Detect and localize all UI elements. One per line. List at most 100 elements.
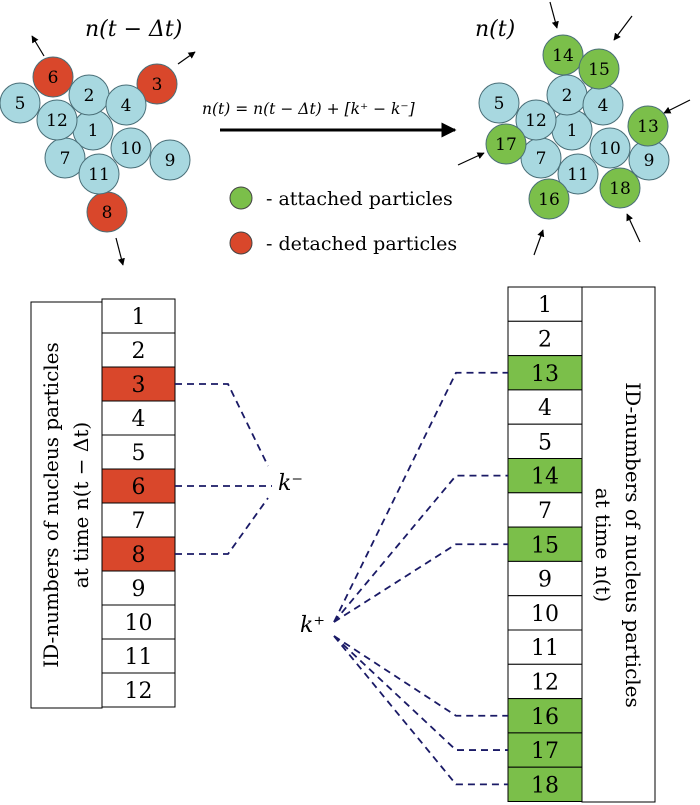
legend-detached-label: - detached particles bbox=[266, 233, 457, 255]
legend-detached-swatch bbox=[229, 231, 253, 255]
table-cell bbox=[507, 492, 583, 528]
right-table-row: 17 bbox=[507, 732, 583, 768]
left-cluster-title: n(t − Δt) bbox=[85, 17, 182, 42]
table-cell bbox=[101, 366, 176, 402]
left-particle: 2 bbox=[68, 74, 110, 116]
particle-id: 13 bbox=[637, 117, 659, 137]
particle-id: 18 bbox=[609, 179, 631, 199]
table-cell-id: 7 bbox=[538, 499, 552, 524]
left-table-row: 12 bbox=[101, 672, 176, 708]
left-particle: 6 bbox=[32, 56, 74, 98]
right-table-row: 14 bbox=[507, 458, 583, 494]
particle-id: 5 bbox=[494, 94, 505, 114]
k-minus-connectors bbox=[175, 383, 272, 555]
table-cell bbox=[101, 672, 176, 708]
particle-id: 4 bbox=[598, 96, 609, 116]
legend-attached-swatch bbox=[229, 186, 253, 210]
right-table-row: 10 bbox=[507, 595, 583, 631]
k-plus-label: k⁺ bbox=[300, 613, 325, 638]
left-table-row: 8 bbox=[101, 536, 176, 572]
attach-arrow bbox=[613, 15, 633, 41]
table-cell-id: 16 bbox=[531, 705, 559, 730]
right-particle: 16 bbox=[528, 178, 570, 220]
detach-arrow bbox=[31, 35, 45, 57]
right-particle: 15 bbox=[578, 48, 620, 90]
right-table-row: 11 bbox=[507, 629, 583, 665]
particle-id: 1 bbox=[567, 121, 578, 141]
particle-id: 12 bbox=[525, 111, 547, 131]
particle-id: 6 bbox=[48, 68, 59, 88]
left-particle: 10 bbox=[110, 127, 152, 169]
right-particle: 11 bbox=[557, 153, 599, 195]
left-particle: 7 bbox=[44, 137, 86, 179]
legend-attached-label: - attached particles bbox=[266, 188, 453, 210]
left-table-row: 3 bbox=[101, 366, 176, 402]
particle-id: 4 bbox=[121, 96, 132, 116]
table-cell-id: 8 bbox=[132, 543, 146, 568]
table-cell-id: 6 bbox=[132, 475, 146, 500]
right-table-row: 2 bbox=[507, 320, 583, 357]
table-cell bbox=[101, 502, 176, 538]
table-cell-id: 10 bbox=[125, 611, 153, 636]
right-table-row: 4 bbox=[507, 389, 583, 425]
table-cell bbox=[507, 526, 583, 562]
attach-arrow bbox=[549, 1, 559, 29]
right-table-row: 9 bbox=[507, 560, 583, 597]
k-plus-connectors bbox=[333, 371, 508, 786]
k-plus-connector bbox=[333, 474, 508, 623]
equation: n(t) = n(t − Δt) + [k⁺ − k⁻] bbox=[202, 100, 416, 118]
attach-arrow bbox=[533, 229, 545, 256]
table-cell-id: 18 bbox=[531, 773, 559, 798]
left-caption-box bbox=[30, 301, 103, 709]
particle-circle bbox=[149, 139, 191, 181]
right-particle: 13 bbox=[627, 105, 669, 147]
right-table-row: 13 bbox=[507, 355, 583, 391]
table-cell-id: 9 bbox=[132, 577, 146, 602]
particle-circle bbox=[32, 56, 74, 98]
left-table-row: 9 bbox=[101, 570, 176, 606]
particle-circle bbox=[105, 84, 147, 126]
right-particle: 4 bbox=[582, 84, 624, 126]
attach-arrows bbox=[457, 1, 691, 256]
left-particle: 5 bbox=[0, 82, 41, 124]
detach-arrows bbox=[31, 35, 196, 266]
table-cell bbox=[507, 629, 583, 665]
particle-id: 5 bbox=[15, 94, 26, 114]
particle-id: 16 bbox=[538, 190, 560, 210]
table-cell bbox=[101, 570, 176, 606]
right-particle: 17 bbox=[485, 123, 527, 165]
particle-id: 17 bbox=[495, 135, 517, 155]
table-cell-id: 2 bbox=[132, 339, 146, 364]
table-cell-id: 12 bbox=[531, 670, 559, 695]
table-cell bbox=[507, 732, 583, 768]
table-cell-id: 2 bbox=[538, 327, 552, 352]
table-cell-id: 7 bbox=[132, 509, 146, 534]
table-cell-id: 4 bbox=[132, 407, 146, 432]
right-caption-line2: at time n(t) bbox=[591, 488, 615, 602]
particle-id: 11 bbox=[88, 165, 110, 185]
table-cell-id: 12 bbox=[125, 679, 153, 704]
k-plus-connector bbox=[333, 635, 508, 786]
table-cell-id: 1 bbox=[132, 305, 146, 330]
left-table-row: 5 bbox=[101, 434, 176, 470]
right-table-row: 16 bbox=[507, 698, 583, 734]
left-table-row: 10 bbox=[101, 604, 176, 640]
table-cell-id: 11 bbox=[531, 636, 559, 661]
table-cell-id: 15 bbox=[531, 533, 559, 558]
table-cell-id: 9 bbox=[538, 568, 552, 593]
left-table-row: 1 bbox=[101, 298, 176, 334]
detach-arrow bbox=[115, 237, 125, 266]
right-table-row: 7 bbox=[507, 492, 583, 528]
table-cell-id: 5 bbox=[538, 430, 552, 455]
left-particle: 8 bbox=[86, 191, 128, 233]
detach-arrow bbox=[177, 51, 196, 65]
k-plus-connector bbox=[333, 371, 508, 623]
particle-id: 8 bbox=[102, 203, 113, 223]
particle-circle bbox=[589, 127, 631, 169]
table-cell-id: 5 bbox=[132, 441, 146, 466]
particle-id: 10 bbox=[120, 139, 142, 159]
right-particle: 10 bbox=[589, 127, 631, 169]
k-minus-label: k⁻ bbox=[278, 471, 303, 496]
